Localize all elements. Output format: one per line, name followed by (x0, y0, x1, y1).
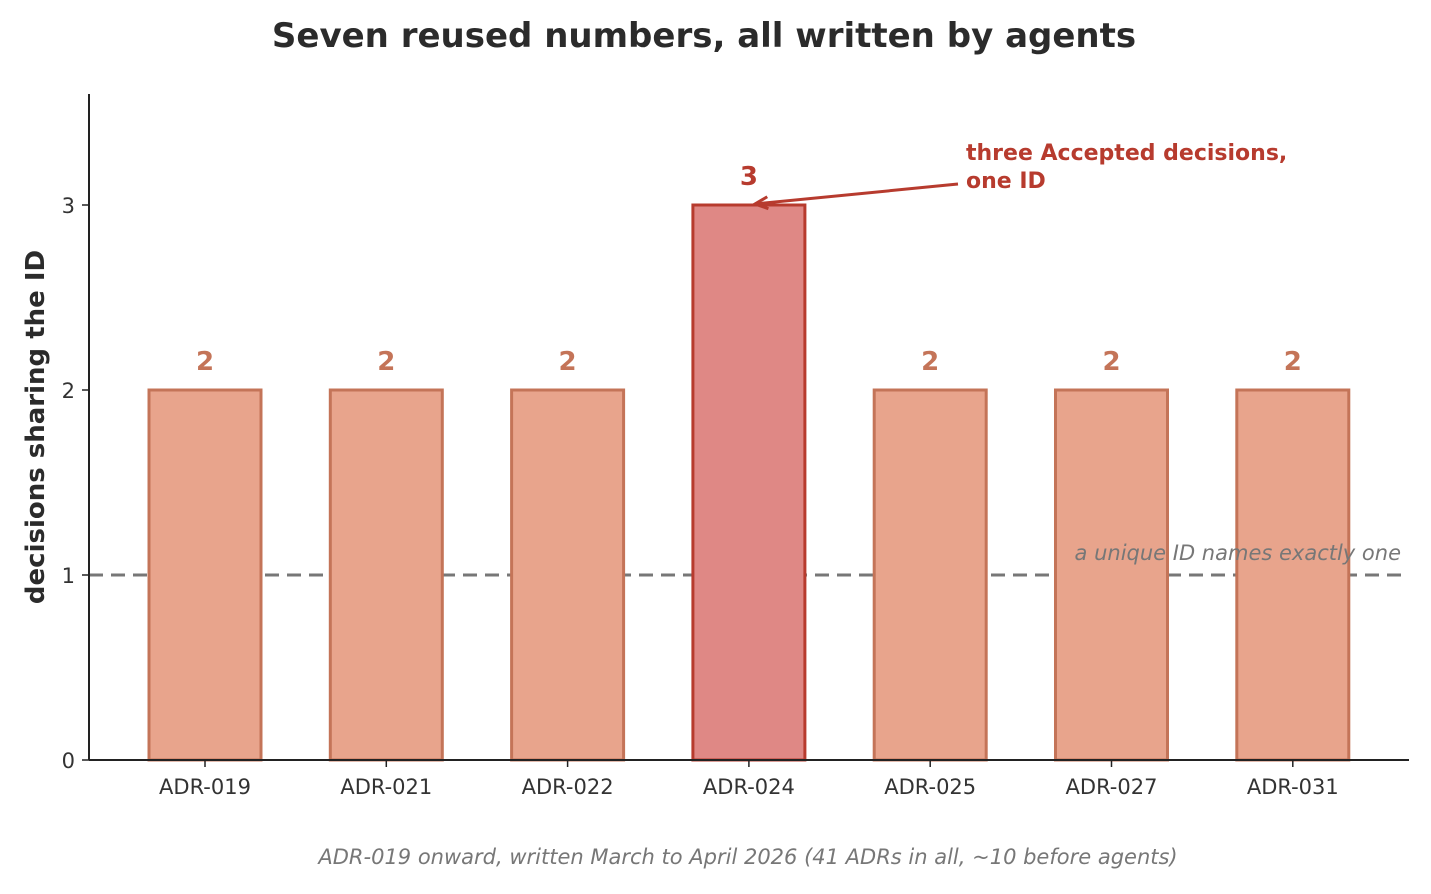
bar-value-label-adr-025: 2 (921, 347, 939, 377)
bar-adr-022 (510, 388, 626, 762)
x-tick-label-adr-024: ADR-024 (703, 775, 795, 799)
bar-adr-019 (147, 388, 263, 762)
annotation: three Accepted decisions, one ID (751, 141, 1287, 211)
annotation-arrowhead (751, 195, 769, 211)
bar-adr-025 (872, 388, 988, 762)
annotation-arrow (754, 182, 959, 206)
x-tick-label-adr-022: ADR-022 (522, 775, 614, 799)
bar-value-label-adr-022: 2 (559, 347, 577, 377)
x-tick-label-adr-025: ADR-025 (884, 775, 976, 799)
x-tick-label-adr-021: ADR-021 (340, 775, 432, 799)
y-tick-label-1: 1 (62, 564, 75, 588)
x-tick-label-adr-019: ADR-019 (159, 775, 251, 799)
bar-adr-027 (1054, 388, 1169, 762)
bar-value-label-adr-019: 2 (196, 347, 214, 377)
bar-value-label-adr-031: 2 (1284, 347, 1302, 377)
bar-adr-024 (691, 203, 807, 762)
x-tick-label-adr-031: ADR-031 (1247, 775, 1339, 799)
y-axis-label: decisions sharing the ID (21, 250, 51, 604)
bar-adr-021 (328, 388, 444, 762)
y-tick-label-2: 2 (62, 379, 75, 403)
bar-value-label-adr-021: 2 (377, 347, 395, 377)
chart-title: Seven reused numbers, all written by age… (271, 16, 1137, 56)
chart-caption: ADR-019 onward, written March to April 2… (318, 845, 1178, 869)
bar-value-label-adr-024: 3 (740, 162, 758, 192)
y-tick-label-3: 3 (62, 194, 75, 218)
reference-line-label: a unique ID names exactly one (1075, 541, 1401, 565)
annotation-line-1: three Accepted decisions, (966, 141, 1287, 166)
y-tick-label-0: 0 (62, 749, 75, 773)
x-tick-label-adr-027: ADR-027 (1066, 775, 1158, 799)
bar-adr-031 (1235, 388, 1351, 762)
annotation-line-2: one ID (966, 169, 1046, 194)
bar-value-label-adr-027: 2 (1102, 347, 1120, 377)
